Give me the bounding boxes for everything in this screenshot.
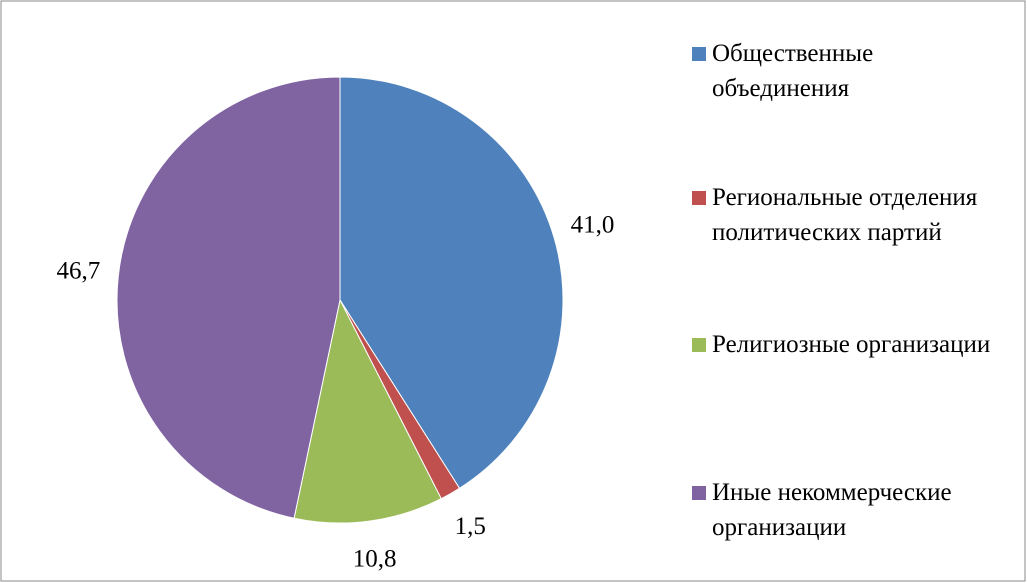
legend-item: Религиозные организации [692, 327, 1012, 362]
legend-label: Религиозные организации [712, 331, 991, 358]
legend-swatch [692, 486, 706, 500]
legend-item: Региональные отделения политических парт… [692, 180, 1012, 250]
data-label: 10,8 [353, 545, 397, 572]
legend-item: Иные некоммерческие организации [692, 475, 1012, 545]
pie-slice [116, 76, 341, 519]
legend-label: Иные некоммерческие организации [712, 479, 952, 541]
data-label: 41,0 [571, 211, 615, 238]
legend-item: Общественные объединения [692, 36, 1012, 106]
legend-swatch [692, 47, 706, 61]
data-label: 46,7 [57, 258, 101, 285]
legend-swatch [692, 191, 706, 205]
data-label: 1,5 [455, 513, 486, 540]
pie-slice [339, 76, 564, 489]
legend-swatch [692, 338, 706, 352]
legend-label: Региональные отделения политических парт… [712, 184, 978, 246]
legend-label: Общественные объединения [712, 40, 874, 102]
pie-slice [293, 298, 442, 524]
